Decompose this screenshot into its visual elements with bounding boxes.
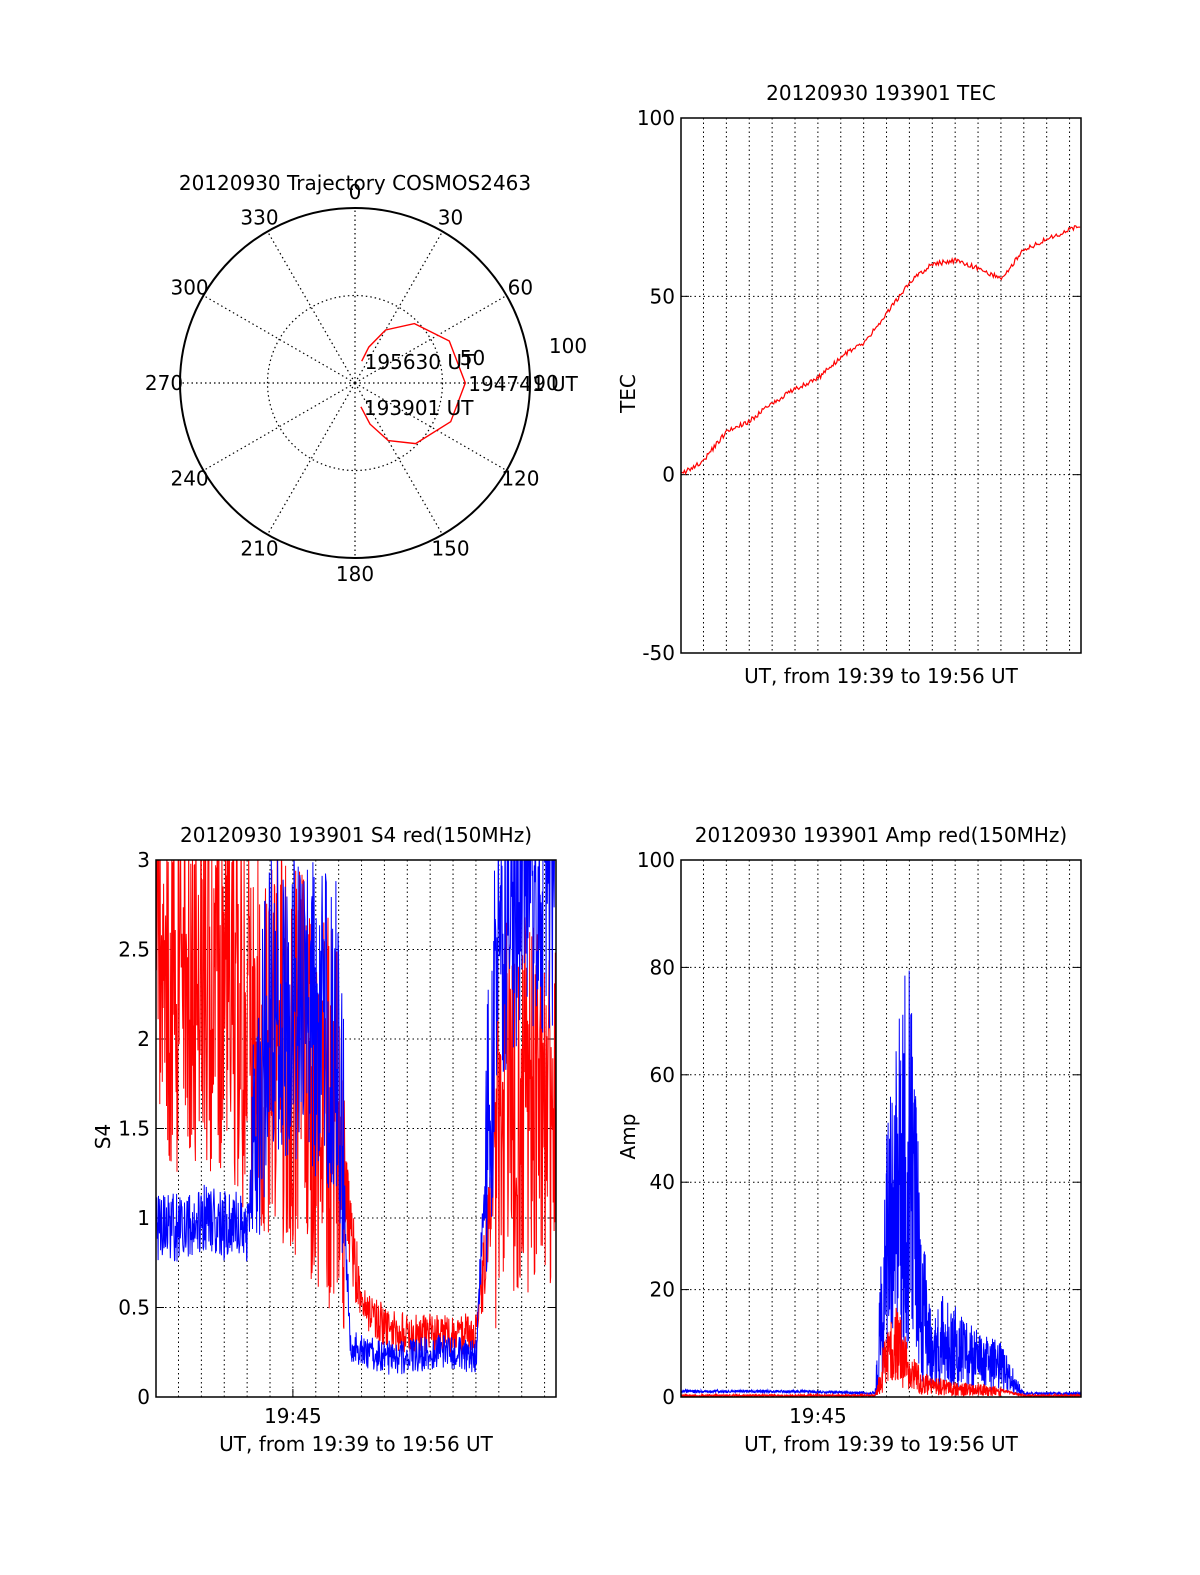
polar-angle-label: 90	[533, 371, 558, 395]
polar-angle-label: 180	[336, 562, 374, 586]
y-tick-label: 2.5	[118, 938, 150, 962]
series-line-red	[681, 1307, 1081, 1397]
y-axis-label: TEC	[616, 374, 640, 414]
polar-time-annotation: 195630 UT	[365, 350, 475, 374]
plot-area	[681, 970, 1081, 1397]
plot-frame	[680, 117, 1082, 654]
polar-angle-label: 240	[170, 467, 208, 491]
polar-angle-label: 210	[240, 536, 278, 560]
plot-area	[156, 860, 556, 1375]
plot-frame	[680, 859, 1082, 1398]
series-line-blue	[156, 860, 555, 1375]
y-tick-label: 0.5	[118, 1296, 150, 1320]
y-tick-label: 40	[650, 1170, 675, 1194]
y-tick-label: 1	[137, 1206, 150, 1230]
polar-angle-label: 150	[431, 536, 469, 560]
y-tick-label: 100	[637, 106, 675, 130]
polar-angle-label: 0	[349, 180, 362, 204]
y-tick-label: 0	[662, 1385, 675, 1409]
y-tick-label: 20	[650, 1278, 675, 1302]
series-line-blue	[681, 970, 1081, 1397]
polar-angle-label: 30	[438, 206, 463, 230]
y-tick-label: 2	[137, 1027, 150, 1051]
polar-angle-label: 120	[501, 467, 539, 491]
y-tick-label: 3	[137, 848, 150, 872]
plot-title: 20120930 193901 S4 red(150MHz)	[180, 823, 532, 847]
polar-title: 20120930 Trajectory COSMOS2463	[179, 171, 531, 195]
y-axis-label: S4	[91, 1124, 115, 1149]
y-tick-label: 80	[650, 955, 675, 979]
x-axis-label: UT, from 19:39 to 19:56 UT	[744, 664, 1019, 688]
polar-time-annotation: 194741 UT	[468, 372, 578, 396]
series-line-red	[681, 225, 1081, 476]
x-tick-label: 19:45	[789, 1404, 847, 1428]
series-line-red	[156, 860, 556, 1356]
x-axis-label: UT, from 19:39 to 19:56 UT	[219, 1432, 494, 1456]
polar-radius-label: 50	[460, 346, 485, 370]
polar-time-annotation: 193901 UT	[364, 396, 474, 420]
polar-grid-circle	[266, 294, 444, 472]
y-tick-label: 0	[662, 463, 675, 487]
polar-angle-label: 60	[508, 276, 533, 300]
y-tick-label: 60	[650, 1063, 675, 1087]
polar-angle-label: 270	[145, 371, 183, 395]
tec-panel: 20120930 193901 TEC -50 0 50 100 UT, from 19:…	[616, 81, 1082, 688]
plot-title: 20120930 193901 TEC	[766, 81, 996, 105]
amp-panel: 20120930 193901 Amp red(150MHz) 0 20 40 60 80…	[616, 823, 1082, 1456]
y-tick-label: 50	[650, 284, 675, 308]
y-tick-label: 100	[637, 848, 675, 872]
plot-title: 20120930 193901 Amp red(150MHz)	[695, 823, 1067, 847]
x-tick-label: 19:45	[264, 1404, 322, 1428]
polar-angle-label: 300	[170, 276, 208, 300]
y-tick-label: -50	[642, 641, 675, 665]
y-tick-label: 0	[137, 1385, 150, 1409]
x-axis-label: UT, from 19:39 to 19:56 UT	[744, 1432, 1019, 1456]
polar-trajectory-line	[360, 322, 467, 445]
y-axis-label: Amp	[616, 1114, 640, 1160]
polar-angle-label: 330	[240, 206, 278, 230]
polar-radius-label: 100	[549, 334, 587, 358]
plot-frame	[155, 859, 557, 1398]
plot-area	[681, 225, 1081, 476]
polar-outer-circle	[179, 207, 531, 559]
y-tick-label: 1.5	[118, 1117, 150, 1141]
s4-panel: 20120930 193901 S4 red(150MHz) 0 0.5 1 1.5 2 2…	[91, 823, 557, 1456]
